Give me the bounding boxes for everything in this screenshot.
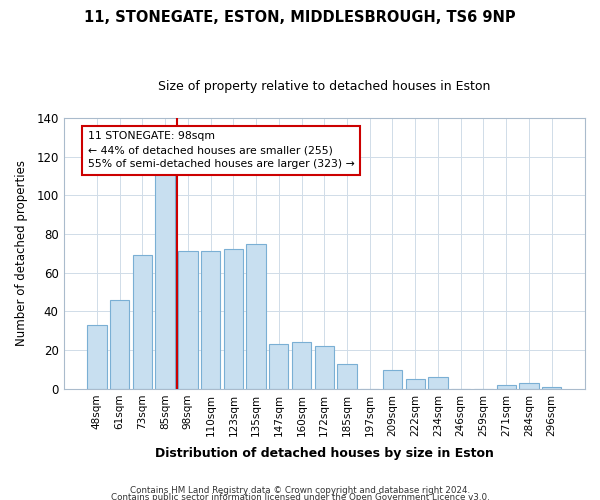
Bar xyxy=(110,300,130,389)
Bar xyxy=(247,244,266,389)
Bar xyxy=(269,344,289,389)
X-axis label: Distribution of detached houses by size in Eston: Distribution of detached houses by size … xyxy=(155,447,494,460)
Bar xyxy=(292,342,311,389)
Bar xyxy=(155,160,175,389)
Bar xyxy=(224,250,243,389)
Text: Contains public sector information licensed under the Open Government Licence v3: Contains public sector information licen… xyxy=(110,494,490,500)
Title: Size of property relative to detached houses in Eston: Size of property relative to detached ho… xyxy=(158,80,490,93)
Bar xyxy=(497,385,516,389)
Bar xyxy=(519,383,539,389)
Text: 11, STONEGATE, ESTON, MIDDLESBROUGH, TS6 9NP: 11, STONEGATE, ESTON, MIDDLESBROUGH, TS6… xyxy=(84,10,516,25)
Bar xyxy=(337,364,356,389)
Text: Contains HM Land Registry data © Crown copyright and database right 2024.: Contains HM Land Registry data © Crown c… xyxy=(130,486,470,495)
Bar xyxy=(133,256,152,389)
Bar xyxy=(178,252,197,389)
Bar xyxy=(314,346,334,389)
Bar xyxy=(201,252,220,389)
Bar xyxy=(406,379,425,389)
Bar xyxy=(87,325,107,389)
Y-axis label: Number of detached properties: Number of detached properties xyxy=(15,160,28,346)
Bar xyxy=(542,387,561,389)
Text: 11 STONEGATE: 98sqm
← 44% of detached houses are smaller (255)
55% of semi-detac: 11 STONEGATE: 98sqm ← 44% of detached ho… xyxy=(88,132,355,170)
Bar xyxy=(428,378,448,389)
Bar xyxy=(383,370,402,389)
